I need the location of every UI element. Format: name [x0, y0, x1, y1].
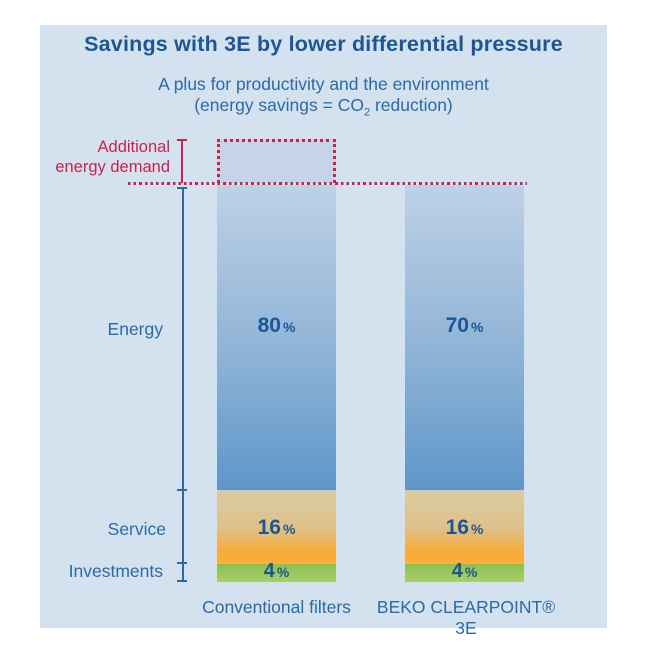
bar-beko-investments-segment	[405, 564, 524, 582]
annotation-bracket-line	[181, 140, 183, 183]
value-number: 4	[451, 560, 463, 582]
percent-sign: %	[470, 319, 484, 335]
row-label-investments: Investments	[68, 561, 163, 581]
chart-title: Savings with 3E by lower differential pr…	[84, 32, 563, 56]
value-label-conventional-service: 16%	[217, 515, 336, 542]
annotation-line1: Additional	[97, 138, 170, 156]
chart-subtitle: A plus for productivity and the environm…	[158, 74, 489, 94]
percent-sign: %	[470, 521, 484, 537]
additional-demand-dotted-box	[217, 139, 336, 183]
category-label-conventional: Conventional filters	[202, 597, 351, 617]
row-label-energy: Energy	[107, 319, 163, 339]
value-number: 4	[263, 560, 275, 582]
axis-tick-service-investments	[177, 562, 187, 564]
value-number: 70	[445, 314, 469, 337]
value-label-conventional-energy: 80%	[217, 313, 336, 340]
axis-line	[182, 187, 184, 582]
axis-tick-energy-service	[177, 489, 187, 491]
bar-conventional-service-segment	[217, 490, 336, 564]
axis-tick-bottom	[177, 580, 187, 582]
value-number: 16	[257, 516, 281, 539]
annotation-line2: energy demand	[55, 157, 170, 176]
percent-sign: %	[282, 521, 296, 537]
bar-beko-service-segment	[405, 490, 524, 564]
bar-conventional-energy-segment	[217, 185, 336, 490]
value-number: 80	[257, 314, 281, 337]
percent-sign: %	[464, 564, 478, 580]
category-label-beko: BEKO CLEARPOINT® 3E	[376, 597, 556, 638]
value-number: 16	[445, 516, 469, 539]
percent-sign: %	[276, 564, 290, 580]
value-label-beko-investments: 4%	[405, 561, 524, 583]
chart-subtitle-co2: (energy savings = CO2 reduction)	[40, 95, 607, 119]
axis-tick-top	[177, 187, 187, 189]
bar-beko-energy-segment	[405, 185, 524, 490]
reference-dotted-line	[128, 182, 527, 185]
bar-conventional-investments-segment	[217, 564, 336, 582]
value-label-beko-energy: 70%	[405, 313, 524, 340]
row-label-service: Service	[107, 519, 166, 539]
value-label-beko-service: 16%	[405, 515, 524, 542]
co2-subscript: 2	[363, 106, 371, 119]
annotation-additional-energy-demand: Additional energy demand	[40, 138, 170, 177]
value-label-conventional-investments: 4%	[217, 561, 336, 583]
subtitle2-prefix: (energy savings = CO	[194, 95, 364, 115]
subtitle2-suffix: reduction)	[370, 95, 453, 115]
percent-sign: %	[282, 319, 296, 335]
